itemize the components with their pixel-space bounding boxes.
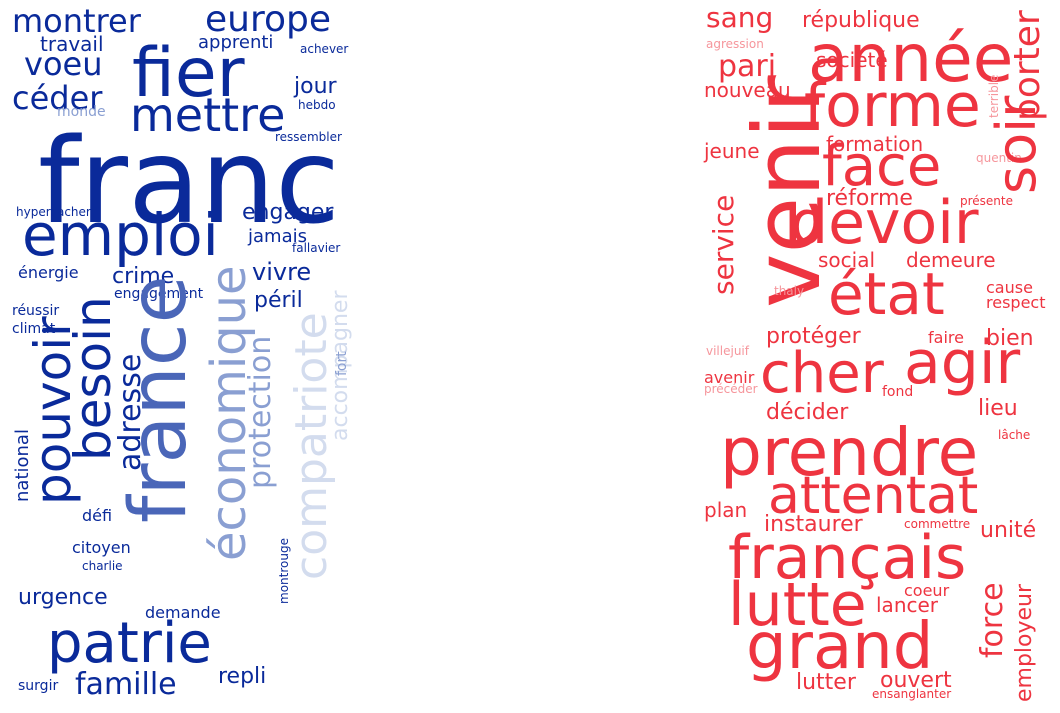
word-unite: unité — [980, 518, 1037, 543]
word-emploi: emploi — [22, 201, 219, 269]
word-societe: société — [816, 48, 888, 72]
word-coeur: coeur — [904, 581, 950, 600]
word-avenir: avenir — [704, 368, 755, 387]
word-fond: fond — [882, 384, 914, 400]
word-nouveau: nouveau — [704, 78, 791, 102]
word-citoyen: citoyen — [72, 538, 131, 557]
word-europe: europe — [205, 0, 331, 40]
word-adresse: adresse — [113, 353, 148, 471]
word-ceder: céder — [12, 79, 103, 117]
word-lutter: lutter — [796, 670, 856, 695]
word-reussir: réussir — [12, 303, 60, 319]
word-achever: achever — [300, 42, 349, 56]
word-crime: crime — [112, 264, 175, 289]
word-defi: défi — [82, 506, 113, 525]
word-instaurer: instaurer — [764, 512, 863, 537]
word-quentin: quentin — [976, 151, 1022, 165]
word-formation: formation — [826, 132, 924, 156]
word-mettre: mettre — [130, 88, 286, 142]
word-plan: plan — [704, 498, 748, 522]
word-protection: protection — [243, 335, 278, 489]
word-agression: agression — [706, 37, 764, 51]
word-jamais: jamais — [248, 226, 307, 247]
word-forme: forme — [804, 71, 981, 141]
word-prendre: prendre — [720, 414, 979, 491]
blue-word-cloud: franc fier mettre europe montrer voeu céder tra… — [0, 0, 370, 713]
word-sang: sang — [706, 1, 774, 34]
word-faire: faire — [928, 328, 964, 347]
word-peril: péril — [254, 288, 303, 313]
word-jour: jour — [294, 74, 337, 99]
word-pouvoir: pouvoir — [24, 316, 82, 505]
word-hebdo: hebdo — [298, 98, 336, 112]
word-ressembler: ressembler — [275, 130, 342, 144]
word-respect: respect — [986, 293, 1046, 312]
word-pari: pari — [718, 49, 777, 84]
word-franc: franc — [38, 112, 341, 250]
word-francais: français — [728, 523, 967, 593]
word-national: national — [12, 429, 33, 502]
word-devoir: devoir — [790, 188, 979, 258]
word-montrouge: montrouge — [277, 538, 291, 604]
word-lancer: lancer — [876, 593, 939, 617]
word-jeune: jeune — [704, 139, 760, 163]
word-republique: république — [802, 8, 920, 33]
word-cause: cause — [986, 278, 1033, 297]
word-demeure: demeure — [906, 248, 996, 272]
word-attentat: attentat — [768, 466, 979, 526]
word-commettre: commettre — [904, 517, 971, 531]
word-urgence: urgence — [18, 585, 108, 610]
word-etat: état — [828, 260, 945, 328]
word-ensanglanter: ensanglanter — [872, 687, 952, 701]
word-cher: cher — [760, 341, 884, 406]
word-ouvert: ouvert — [880, 668, 952, 693]
word-montrer: montrer — [12, 2, 141, 40]
word-social: social — [818, 248, 876, 272]
word-agir: agir — [904, 328, 1021, 398]
word-bien: bien — [986, 326, 1034, 351]
word-monde: monde — [57, 104, 106, 120]
word-lache: lâche — [998, 428, 1031, 442]
word-patrie: patrie — [47, 611, 212, 676]
word-demande: demande — [145, 603, 221, 622]
word-voeu: voeu — [24, 45, 103, 83]
word-service: service — [707, 194, 740, 295]
word-fallavier: fallavier — [292, 241, 341, 255]
word-repli: repli — [218, 664, 267, 689]
word-fort: fort — [334, 351, 350, 376]
word-grand: grand — [746, 610, 934, 684]
word-energie: énergie — [18, 263, 79, 282]
word-engagement: engagement — [114, 286, 204, 302]
word-lieu: lieu — [978, 396, 1018, 421]
word-climat: climat — [12, 321, 56, 337]
word-force: force — [975, 582, 1010, 658]
word-reforme: réforme — [826, 186, 913, 211]
word-soir: soir — [985, 95, 1048, 194]
word-apprenti: apprenti — [198, 32, 274, 53]
word-proteger: protéger — [766, 324, 861, 349]
word-travail: travail — [40, 32, 104, 56]
word-surgir: surgir — [18, 678, 59, 694]
word-vivre: vivre — [252, 258, 312, 286]
red-word-cloud: sang république année porter agression pari so… — [690, 0, 1060, 713]
word-decider: décider — [766, 400, 849, 425]
word-fier: fier — [132, 34, 245, 113]
word-annee: année — [808, 20, 1014, 97]
word-villejuif: villejuif — [706, 344, 749, 358]
word-thaly: thaly — [774, 284, 805, 298]
word-lutte: lutte — [728, 570, 867, 640]
word-hypercacher: hypercacher — [16, 205, 91, 219]
word-charlie: charlie — [82, 559, 123, 573]
word-engager: engager — [242, 200, 334, 225]
word-famille: famille — [75, 667, 177, 702]
word-face: face — [822, 134, 942, 199]
word-preceder: précéder — [704, 382, 758, 396]
word-presente: présente — [960, 194, 1013, 208]
word-employeur: employeur — [1012, 583, 1037, 702]
